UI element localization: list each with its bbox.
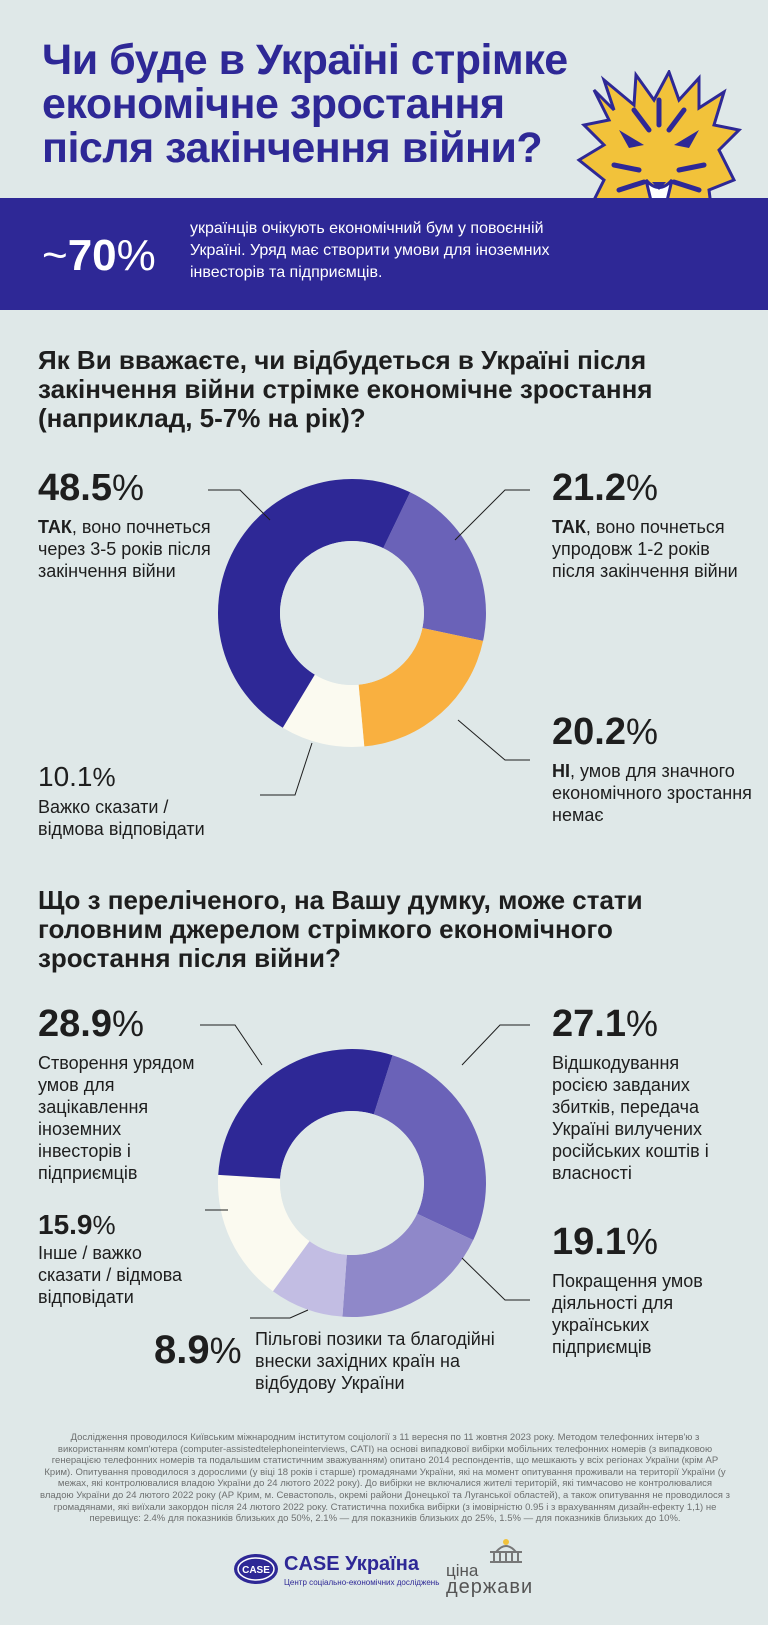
q2-desc-19: Покращення умов діяльності для українськ… (552, 1271, 703, 1357)
q1-donut-chart (208, 479, 530, 796)
q1-slice-2 (358, 627, 484, 747)
q2-slice-3 (272, 1241, 347, 1317)
q2-value-15: 15.9% (38, 1209, 116, 1241)
q2-value-28: 28.9% (38, 1003, 144, 1045)
q2-leader-line-2 (461, 1024, 530, 1066)
q1-label-20: 20.2% НІ, умов для значного економічного… (552, 712, 752, 826)
stat-prefix: ~ (42, 231, 68, 280)
page-title: Чи буде в Україні стрімке економічне зро… (42, 36, 568, 172)
tiger-stripes-icon (611, 97, 707, 193)
q1-leader-line-2 (454, 489, 530, 541)
q2-slice-5 (218, 1049, 393, 1179)
q1-value-20: 20.2% (552, 711, 658, 753)
cina-derzhavy-logo: ціна держави (446, 1561, 534, 1598)
stat-suffix: % (116, 231, 156, 280)
q2-slice-2 (342, 1213, 474, 1317)
q1-slice-1 (383, 492, 486, 641)
q2-desc-28: Створення урядом умов для зацікавлення і… (38, 1053, 195, 1183)
summary-banner (0, 198, 768, 310)
stat-value: 70 (67, 231, 117, 280)
q2-question: Що з переліченого, на Вашу думку, може с… (38, 885, 643, 973)
q1-leader-line-3 (457, 719, 530, 761)
q1-value-48: 48.5% (38, 467, 144, 509)
q2-slice-4 (217, 1174, 310, 1292)
q1-label-10: 10.1% Важко сказати / відмова відповідат… (38, 762, 238, 840)
q1-leader-line-4 (260, 742, 313, 796)
q1-label-21: 21.2% ТАК, воно почнеться упродовж 1-2 р… (552, 468, 742, 582)
q1-label-48: 48.5% ТАК, воно почнеться через 3-5 рокі… (38, 468, 238, 582)
summary-stat: ~70% (42, 232, 156, 280)
q1-desc-20: НІ, умов для значного економічного зрост… (552, 761, 752, 825)
q2-leader-line-1 (200, 1024, 263, 1066)
q1-donut-hole (280, 541, 424, 685)
q2-leader-line-4 (250, 1309, 309, 1319)
q1-slice-3 (282, 674, 365, 747)
q1-value-21: 21.2% (552, 467, 658, 509)
case-badge-text: CASE (242, 1565, 270, 1576)
q2-leader-line-3 (461, 1257, 530, 1301)
q2-value-19: 19.1% (552, 1221, 658, 1263)
case-logo-subtitle: Центр соціально-економічних досліджень (284, 1578, 440, 1587)
tiger-eyes-icon (619, 130, 699, 148)
q1-desc-21: ТАК, воно почнеться упродовж 1-2 років п… (552, 517, 738, 581)
q2-desc-15: Інше / важко сказати / відмова відповіда… (38, 1243, 183, 1307)
q1-question: Як Ви вважаєте, чи відбудеться в Україні… (38, 345, 653, 433)
cina-line1: ціна (446, 1561, 479, 1580)
q2-value-27: 27.1% (552, 1003, 658, 1045)
q2-desc-8: Пільгові позики та благодійні внески зах… (255, 1329, 495, 1393)
cina-derzhavy-logo-icon (490, 1539, 522, 1563)
q2-desc-27: Відшкодування росією завданих збитків, п… (552, 1053, 709, 1183)
q1-slice-4 (218, 479, 411, 728)
case-logo-name: CASE Україна (284, 1553, 419, 1575)
q2-label-19: 19.1% Покращення умов діяльності для укр… (552, 1222, 732, 1358)
q2-donut-chart (200, 1024, 530, 1319)
q2-value-8: 8.9% (154, 1328, 242, 1372)
q1-leader-line-1 (208, 489, 271, 521)
methodology-footnote: Дослідження проводилося Київським міжнар… (40, 1432, 730, 1525)
q2-label-27: 27.1% Відшкодування росією завданих збит… (552, 1004, 732, 1184)
q1-desc-48: ТАК, воно почнеться через 3-5 років післ… (38, 517, 211, 581)
q1-value-10: 10.1% (38, 761, 116, 793)
q2-slice-1 (373, 1055, 487, 1241)
cina-line2: держави (446, 1576, 534, 1598)
tiger-nose-icon (652, 182, 666, 190)
summary-text: українців очікують економічний бум у пов… (190, 220, 550, 281)
q2-donut-hole (280, 1111, 424, 1255)
q1-desc-10: Важко сказати / відмова відповідати (38, 797, 205, 839)
q2-label-15: 15.9% Інше / важко сказати / відмова від… (38, 1210, 208, 1308)
case-logo-icon: CASE (234, 1554, 278, 1584)
q2-label-28: 28.9% Створення урядом умов для зацікавл… (38, 1004, 198, 1184)
